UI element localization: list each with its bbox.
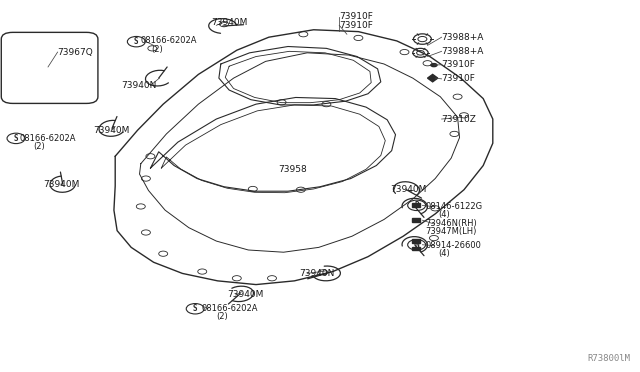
Text: 73910F: 73910F [339, 21, 373, 30]
Text: 73910F: 73910F [442, 60, 476, 69]
Text: 73940N: 73940N [122, 81, 157, 90]
Text: (2): (2) [33, 142, 45, 151]
Text: S: S [193, 304, 198, 313]
Text: 73940M: 73940M [211, 18, 248, 27]
Text: B: B [414, 201, 419, 210]
Text: 08146-6122G: 08146-6122G [426, 202, 483, 211]
Text: 73967Q: 73967Q [58, 48, 93, 57]
Text: 73946N(RH): 73946N(RH) [426, 219, 477, 228]
Text: 73940M: 73940M [93, 126, 129, 135]
Text: N: N [414, 240, 419, 249]
Text: 73910F: 73910F [442, 74, 476, 83]
Text: S: S [134, 37, 139, 46]
Text: 08166-6202A: 08166-6202A [19, 134, 76, 143]
Bar [412, 247, 420, 250]
Text: (2): (2) [152, 45, 163, 54]
Text: 73940M: 73940M [44, 180, 80, 189]
Text: 73988+A: 73988+A [442, 33, 484, 42]
Text: 73940M: 73940M [390, 185, 427, 194]
Circle shape [430, 63, 438, 67]
Text: (2): (2) [216, 312, 228, 321]
Text: 73910F: 73910F [339, 12, 373, 21]
Text: (4): (4) [438, 210, 450, 219]
Bar [412, 239, 420, 243]
Bar [412, 203, 420, 207]
Text: 73988+A: 73988+A [442, 47, 484, 56]
Text: S: S [13, 134, 19, 143]
Text: 08166-6202A: 08166-6202A [202, 304, 258, 313]
Text: 73940M: 73940M [227, 291, 264, 299]
Text: 73910Z: 73910Z [442, 115, 476, 124]
Text: 08166-6202A: 08166-6202A [141, 36, 197, 45]
Text: 73958: 73958 [278, 165, 307, 174]
Text: 73947M(LH): 73947M(LH) [426, 227, 477, 236]
Bar [412, 218, 420, 222]
Text: 73940N: 73940N [300, 269, 335, 278]
Polygon shape [428, 74, 438, 82]
Text: (4): (4) [438, 249, 450, 258]
Text: 08914-26600: 08914-26600 [426, 241, 481, 250]
Text: R73800lM: R73800lM [588, 354, 630, 363]
